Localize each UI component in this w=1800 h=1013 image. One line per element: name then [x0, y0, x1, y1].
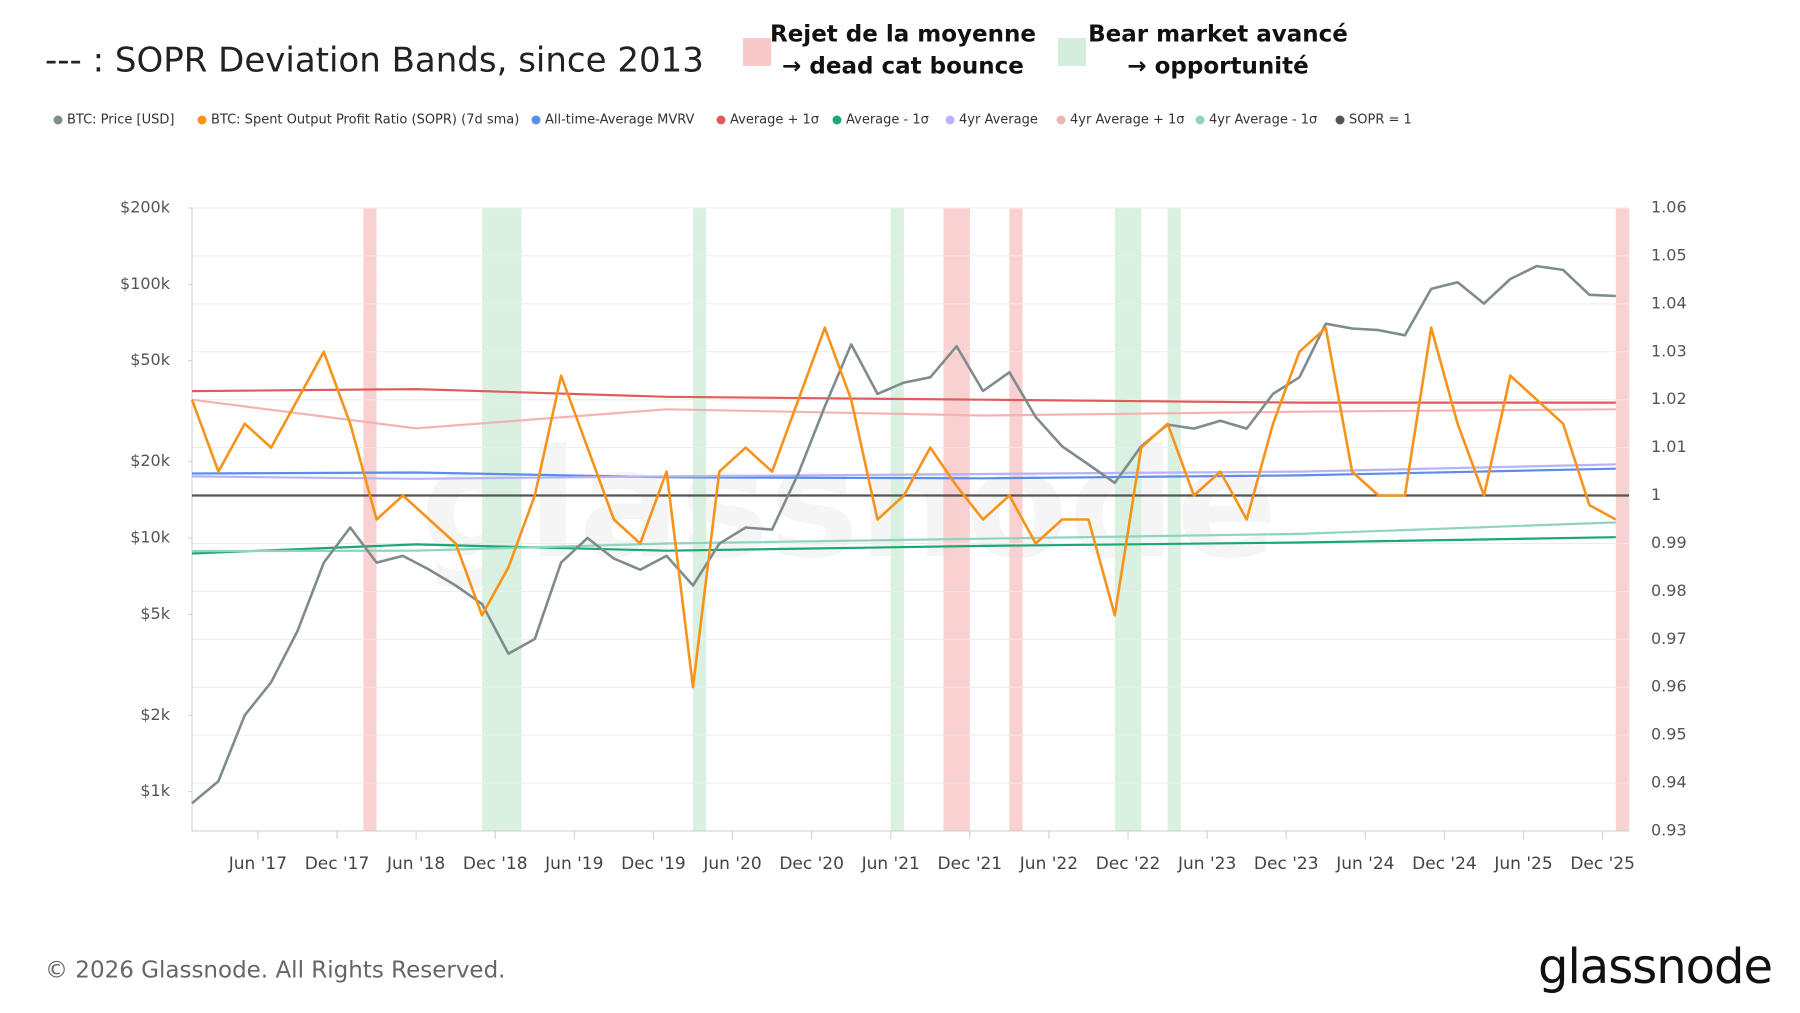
highlight-span	[1009, 208, 1023, 831]
y2-tick-label: 1.04	[1651, 293, 1687, 312]
annotation-text: Bear market avancé	[1088, 22, 1348, 48]
legend-label: BTC: Spent Output Profit Ratio (SOPR) (7…	[211, 113, 519, 128]
footer: © 2026 Glassnode. All Rights Reserved.	[45, 958, 506, 984]
y2-tick-label: 0.98	[1651, 581, 1687, 600]
highlight-span	[890, 208, 904, 831]
annotation-swatch	[743, 38, 771, 66]
highlight-span	[943, 208, 970, 831]
x-tick-label: Jun '20	[702, 854, 761, 874]
y2-tick-label: 1.01	[1651, 437, 1687, 456]
y-tick-label: $100k	[120, 274, 171, 293]
y2-tick-label: 0.94	[1651, 773, 1687, 792]
series-line	[190, 326, 1617, 689]
y-tick-label: $200k	[120, 198, 171, 217]
legend-marker	[832, 115, 842, 125]
y-tick-label: $10k	[130, 528, 171, 547]
x-tick-label: Jun '17	[228, 854, 287, 874]
x-tick-label: Dec '23	[1254, 854, 1319, 874]
y-tick-label: $1k	[140, 781, 170, 800]
x-tick-label: Jun '18	[386, 854, 445, 874]
logo: glassnode	[1538, 939, 1772, 995]
x-tick-label: Jun '19	[544, 854, 603, 874]
series-line	[191, 467, 1616, 480]
annotation-text: Rejet de la moyenne	[770, 22, 1036, 48]
y2-tick-label: 0.99	[1651, 533, 1687, 552]
y-tick-label: $2k	[140, 705, 170, 724]
annotation-text: → opportunité	[1127, 54, 1308, 80]
y2-tick-label: 1.03	[1651, 341, 1687, 360]
x-tick-label: Jun '21	[861, 854, 920, 874]
x-tick-label: Dec '19	[621, 854, 686, 874]
legend-marker	[1056, 115, 1066, 125]
highlight-span	[1167, 208, 1181, 831]
legend-label: All-time-Average MVRV	[545, 113, 695, 128]
x-tick-label: Jun '22	[1019, 854, 1078, 874]
y2-tick-label: 0.93	[1651, 821, 1687, 840]
legend-label: 4yr Average - 1σ	[1209, 113, 1317, 128]
x-tick-label: Dec '22	[1096, 854, 1161, 874]
series-line	[191, 536, 1616, 555]
x-tick-label: Jun '23	[1177, 854, 1236, 874]
watermark: glassnode	[420, 418, 1278, 592]
legend-label: Average - 1σ	[846, 113, 929, 128]
legend-label: 4yr Average + 1σ	[1070, 113, 1185, 128]
annotation-text: → dead cat bounce	[782, 54, 1024, 80]
legend-marker	[53, 115, 63, 125]
y2-tick-label: 1	[1651, 485, 1661, 504]
highlight-span	[692, 208, 707, 831]
y2-tick-label: 0.95	[1651, 725, 1687, 744]
highlight-span	[1615, 208, 1629, 831]
x-tick-label: Jun '25	[1493, 854, 1552, 874]
highlight-span	[1114, 208, 1142, 831]
annotation-swatch	[1058, 38, 1086, 66]
series-line	[191, 521, 1616, 553]
y2-tick-label: 1.06	[1651, 198, 1687, 217]
series-line	[191, 388, 1616, 404]
legend-marker	[531, 115, 541, 125]
x-tick-label: Dec '17	[305, 854, 370, 874]
legend-marker	[1335, 115, 1345, 125]
x-tick-label: Dec '25	[1570, 854, 1635, 874]
series-line	[191, 398, 1616, 430]
legend-label: Average + 1σ	[730, 113, 819, 128]
chart-title: --- : SOPR Deviation Bands, since 2013	[45, 41, 704, 81]
legend-marker	[716, 115, 726, 125]
highlight-span	[363, 208, 377, 831]
y-tick-label: $5k	[140, 604, 170, 623]
legend-marker	[197, 115, 207, 125]
x-tick-label: Dec '18	[463, 854, 528, 874]
y2-tick-label: 0.97	[1651, 629, 1687, 648]
legend-label: SOPR = 1	[1349, 113, 1412, 128]
legend-marker	[945, 115, 955, 125]
x-tick-label: Dec '20	[779, 854, 844, 874]
x-tick-label: Jun '24	[1335, 854, 1394, 874]
legend-marker	[1195, 115, 1205, 125]
x-tick-label: Dec '21	[938, 854, 1003, 874]
y2-tick-label: 1.02	[1651, 389, 1687, 408]
y2-tick-label: 1.05	[1651, 245, 1687, 264]
y-tick-label: $20k	[130, 451, 171, 470]
x-tick-label: Dec '24	[1412, 854, 1477, 874]
y-tick-label: $50k	[130, 350, 171, 369]
legend-label: BTC: Price [USD]	[67, 113, 174, 128]
series-line	[191, 264, 1616, 805]
y2-tick-label: 0.96	[1651, 677, 1687, 696]
highlight-span	[482, 208, 522, 831]
legend-label: 4yr Average	[959, 113, 1038, 128]
